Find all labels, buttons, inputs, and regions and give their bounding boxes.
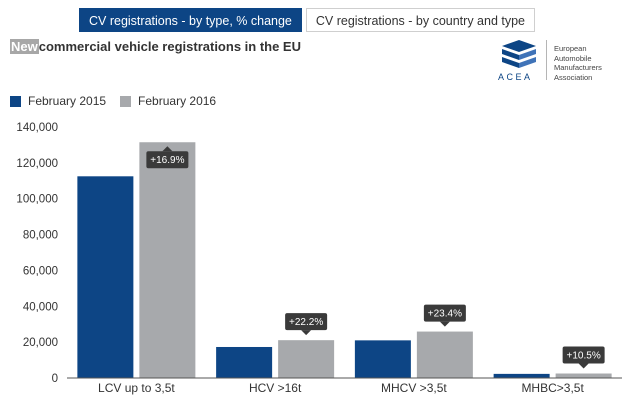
callout-box bbox=[562, 346, 605, 364]
acea-logo-icon bbox=[502, 40, 536, 68]
y-tick-label: 0 bbox=[52, 373, 58, 385]
y-tick-label: 100,000 bbox=[16, 194, 58, 206]
y-tick-label: 40,000 bbox=[23, 301, 58, 313]
callout-box bbox=[423, 304, 466, 322]
bar-2015 bbox=[354, 340, 411, 378]
legend-label-2015: February 2015 bbox=[28, 94, 107, 108]
org-line: Manufacturers bbox=[554, 63, 602, 72]
callout-label: +22.2% bbox=[289, 317, 323, 328]
x-category-label: MHCV >3,5t bbox=[381, 381, 447, 395]
legend-item-2015[interactable]: February 2015 bbox=[10, 94, 106, 108]
callout-pointer bbox=[301, 330, 312, 336]
callout-pointer bbox=[162, 146, 173, 152]
org-line: Automobile bbox=[554, 53, 592, 63]
tab-cv-by-type[interactable]: CV registrations - by type, % change bbox=[79, 8, 302, 32]
callout-pointer bbox=[439, 321, 450, 327]
chart-legend: February 2015 February 2016 bbox=[10, 94, 230, 108]
acea-logo: ACEA European Automobile Manufacturers A… bbox=[496, 38, 626, 84]
bar-2015 bbox=[216, 346, 273, 378]
bar-2016 bbox=[278, 340, 335, 378]
callout-label: +10.5% bbox=[567, 351, 601, 362]
tab-cv-by-country[interactable]: CV registrations - by country and type bbox=[305, 8, 535, 32]
tab-bar: CV registrations - by type, % change CV … bbox=[79, 8, 535, 32]
title-text: commercial vehicle registrations in the … bbox=[38, 39, 301, 54]
legend-label-2016: February 2016 bbox=[138, 94, 217, 108]
callout-label: +16.9% bbox=[150, 155, 184, 166]
bar-2015 bbox=[77, 176, 134, 378]
legend-swatch-2015 bbox=[10, 95, 21, 107]
callout-box bbox=[146, 151, 189, 169]
bar-2016 bbox=[139, 142, 196, 378]
callout-pointer bbox=[578, 363, 589, 369]
bar-2016 bbox=[555, 373, 612, 378]
chart-title: Newcommercial vehicle registrations in t… bbox=[10, 39, 301, 54]
bar-2016 bbox=[416, 331, 473, 378]
y-tick-label: 60,000 bbox=[23, 265, 58, 277]
legend-swatch-2016 bbox=[120, 95, 132, 107]
acea-org-name: European Automobile Manufacturers Associ… bbox=[554, 44, 630, 82]
y-tick-label: 120,000 bbox=[16, 158, 58, 170]
legend-item-2016[interactable]: February 2016 bbox=[120, 94, 216, 108]
acea-acronym: ACEA bbox=[498, 72, 533, 82]
y-tick-label: 80,000 bbox=[23, 230, 58, 242]
logo-divider bbox=[546, 40, 547, 80]
callout-label: +23.4% bbox=[428, 309, 462, 320]
callout-box bbox=[285, 313, 328, 331]
org-line: European bbox=[554, 44, 587, 53]
x-category-label: MHBC>3,5t bbox=[521, 381, 584, 395]
x-category-label: HCV >16t bbox=[249, 381, 302, 395]
title-highlight: New bbox=[10, 39, 39, 54]
y-tick-label: 140,000 bbox=[16, 122, 58, 134]
x-category-label: LCV up to 3,5t bbox=[98, 381, 175, 395]
bar-2015 bbox=[493, 373, 550, 378]
y-tick-label: 20,000 bbox=[23, 337, 58, 349]
org-line: Association bbox=[554, 72, 593, 82]
